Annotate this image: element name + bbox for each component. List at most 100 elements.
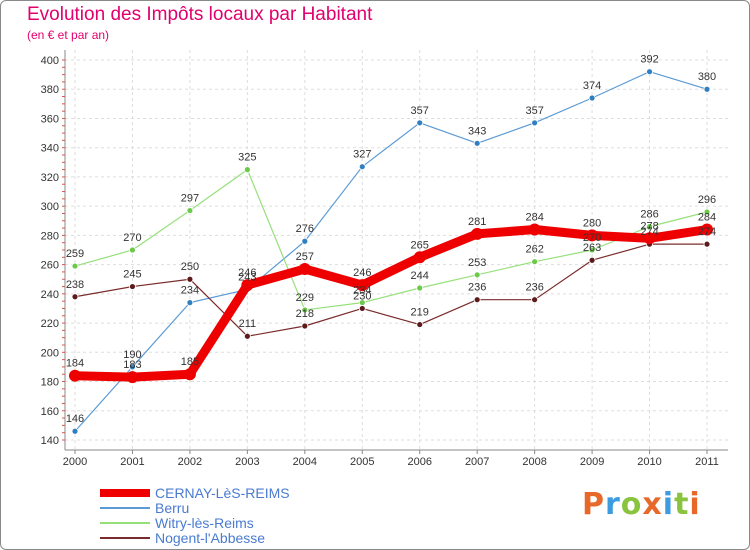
series-lines [69,68,713,435]
series-line-berru [74,71,708,432]
data-point-nogent-l-abbesse [129,283,136,290]
legend-swatch [100,507,150,509]
data-label-nogent-l-abbesse: 274 [698,226,716,238]
y-tick-label: 360 [41,113,59,125]
data-label-nogent-l-abbesse: 245 [123,269,141,281]
data-point-witry-l-s-reims [588,246,596,254]
logo-letter: i [689,487,701,522]
data-label-cernay-l-s-reims: 265 [411,239,429,251]
data-point-nogent-l-abbesse [71,293,79,301]
data-label-berru: 327 [353,149,371,161]
data-label-nogent-l-abbesse: 219 [411,307,429,319]
x-tick-label: 2009 [580,456,604,468]
data-point-cernay-l-s-reims [528,223,541,236]
y-tick-label: 260 [41,260,59,272]
data-label-witry-l-s-reims: 296 [698,194,716,206]
data-label-nogent-l-abbesse: 230 [353,290,371,302]
data-point-berru [186,299,194,307]
data-point-cernay-l-s-reims [298,263,311,275]
data-point-cernay-l-s-reims [183,368,196,381]
data-label-berru: 392 [640,54,658,66]
x-tick-label: 2004 [293,456,317,468]
proxiti-logo: Proxiti [582,487,701,522]
axes: 140 160 180 200 220 240 260 280 300 320 340 360 380 4… [41,50,728,468]
data-label-witry-l-s-reims: 286 [640,209,658,221]
data-point-nogent-l-abbesse [531,296,539,304]
data-point-witry-l-s-reims [416,284,424,292]
data-point-nogent-l-abbesse [703,240,711,248]
y-tick-label: 340 [41,143,59,155]
data-label-nogent-l-abbesse: 263 [583,242,601,254]
data-label-berru: 374 [583,80,601,92]
data-label-cernay-l-s-reims: 185 [181,356,199,368]
data-point-cernay-l-s-reims [413,251,426,264]
data-point-cernay-l-s-reims [586,229,599,242]
data-labels: 146 190 234 243 276 327 357 343 357 374 392 380 259 2… [66,54,716,426]
data-label-witry-l-s-reims: 253 [468,257,486,269]
y-tick-label: 400 [41,55,59,67]
chart-title: Evolution des Impôts locaux par Habitant [27,4,373,25]
x-tick-label: 2005 [350,456,374,468]
y-tick-label: 300 [41,201,59,213]
data-label-witry-l-s-reims: 259 [66,248,84,260]
data-point-berru [531,119,539,127]
data-label-berru: 276 [296,223,314,235]
logo-letter: x [642,487,663,522]
x-tick-label: 2001 [120,456,144,468]
data-point-witry-l-s-reims [71,262,79,270]
data-point-witry-l-s-reims [531,258,539,266]
data-label-berru: 190 [123,349,141,361]
data-label-witry-l-s-reims: 234 [353,285,371,297]
data-label-nogent-l-abbesse: 218 [296,308,314,320]
x-tick-label: 2006 [407,456,431,468]
x-tick-label: 2000 [63,456,87,468]
data-point-berru [588,94,596,102]
data-point-nogent-l-abbesse [301,322,309,330]
data-label-nogent-l-abbesse: 236 [525,282,543,294]
data-point-witry-l-s-reims [646,223,653,231]
series-line-cernay-l-s-reims [70,225,712,382]
data-label-witry-l-s-reims: 229 [296,292,314,304]
x-tick-label: 2003 [235,456,259,468]
data-label-witry-l-s-reims: 325 [238,152,256,164]
y-tick-label: 180 [41,377,59,389]
data-label-nogent-l-abbesse: 238 [66,279,84,291]
x-tick-label: 2007 [465,456,489,468]
data-label-berru: 146 [66,413,84,425]
data-label-nogent-l-abbesse: 236 [468,282,486,294]
data-label-berru: 357 [525,105,543,117]
x-tick-label: 2011 [695,456,719,468]
x-tick-label: 2010 [637,456,661,468]
data-label-witry-l-s-reims: 270 [123,232,141,244]
x-tick-label: 2008 [522,456,546,468]
data-label-cernay-l-s-reims: 284 [698,212,716,224]
data-point-nogent-l-abbesse [186,275,194,283]
gridlines [65,50,728,450]
data-label-berru: 357 [411,105,429,117]
y-tick-label: 220 [41,318,59,330]
y-tick-label: 160 [41,406,59,418]
data-point-cernay-l-s-reims [643,232,656,245]
data-label-cernay-l-s-reims: 280 [583,217,601,229]
legend-swatch [100,489,150,497]
logo-letter: P [582,487,605,522]
series-line-witry-l-s-reims [74,169,708,311]
data-label-witry-l-s-reims: 262 [525,244,543,256]
chart-subtitle: (en € et par an) [27,28,110,42]
y-tick-label: 240 [41,289,59,301]
data-label-cernay-l-s-reims: 246 [353,267,371,279]
data-label-cernay-l-s-reims: 284 [525,212,543,224]
data-point-berru [301,237,309,245]
y-tick-label: 140 [41,435,59,447]
data-label-cernay-l-s-reims: 281 [468,216,486,228]
y-tick-label: 200 [41,347,59,359]
data-label-cernay-l-s-reims: 183 [123,359,141,371]
logo-letter: o [620,487,643,522]
data-point-cernay-l-s-reims [356,279,369,292]
data-point-cernay-l-s-reims [471,227,484,240]
data-point-cernay-l-s-reims [126,371,139,384]
logo-letter: t [674,487,690,522]
legend-label: Berru [155,500,190,516]
data-point-cernay-l-s-reims [701,223,713,236]
data-point-berru [473,139,481,147]
